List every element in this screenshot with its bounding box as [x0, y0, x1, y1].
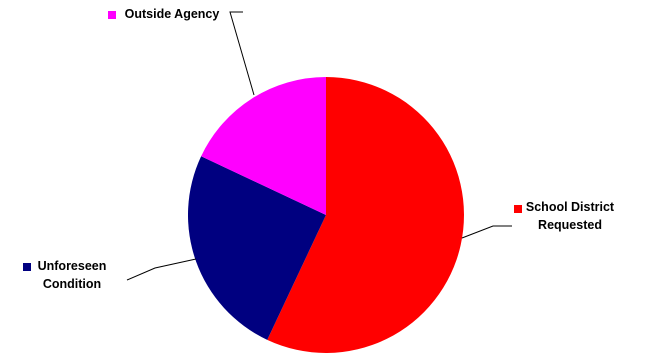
pie-slice-school-district-requested: [267, 77, 464, 353]
pie-slice-outside-agency: [201, 77, 326, 215]
leader-line-outside-agency: [229, 11, 255, 96]
leader-lines: [126, 11, 512, 281]
pie-slice-unforeseen-condition: [187, 156, 326, 340]
label-swatch-outside-agency: [108, 11, 116, 19]
pie-slices: [187, 77, 464, 353]
slice-label-school-district-requested: School District Requested: [526, 200, 615, 232]
slice-label-unforeseen-condition: Unforeseen Condition: [38, 259, 107, 291]
slice-label-outside-agency: Outside Agency: [125, 7, 220, 21]
leader-line-school-district-requested: [461, 225, 512, 239]
slice-labels: School District Requested Unforeseen Condit…: [23, 7, 615, 291]
label-swatch-unforeseen-condition: [23, 263, 31, 271]
leader-line-unforeseen-condition: [126, 258, 197, 281]
label-swatch-school-district-requested: [514, 205, 522, 213]
